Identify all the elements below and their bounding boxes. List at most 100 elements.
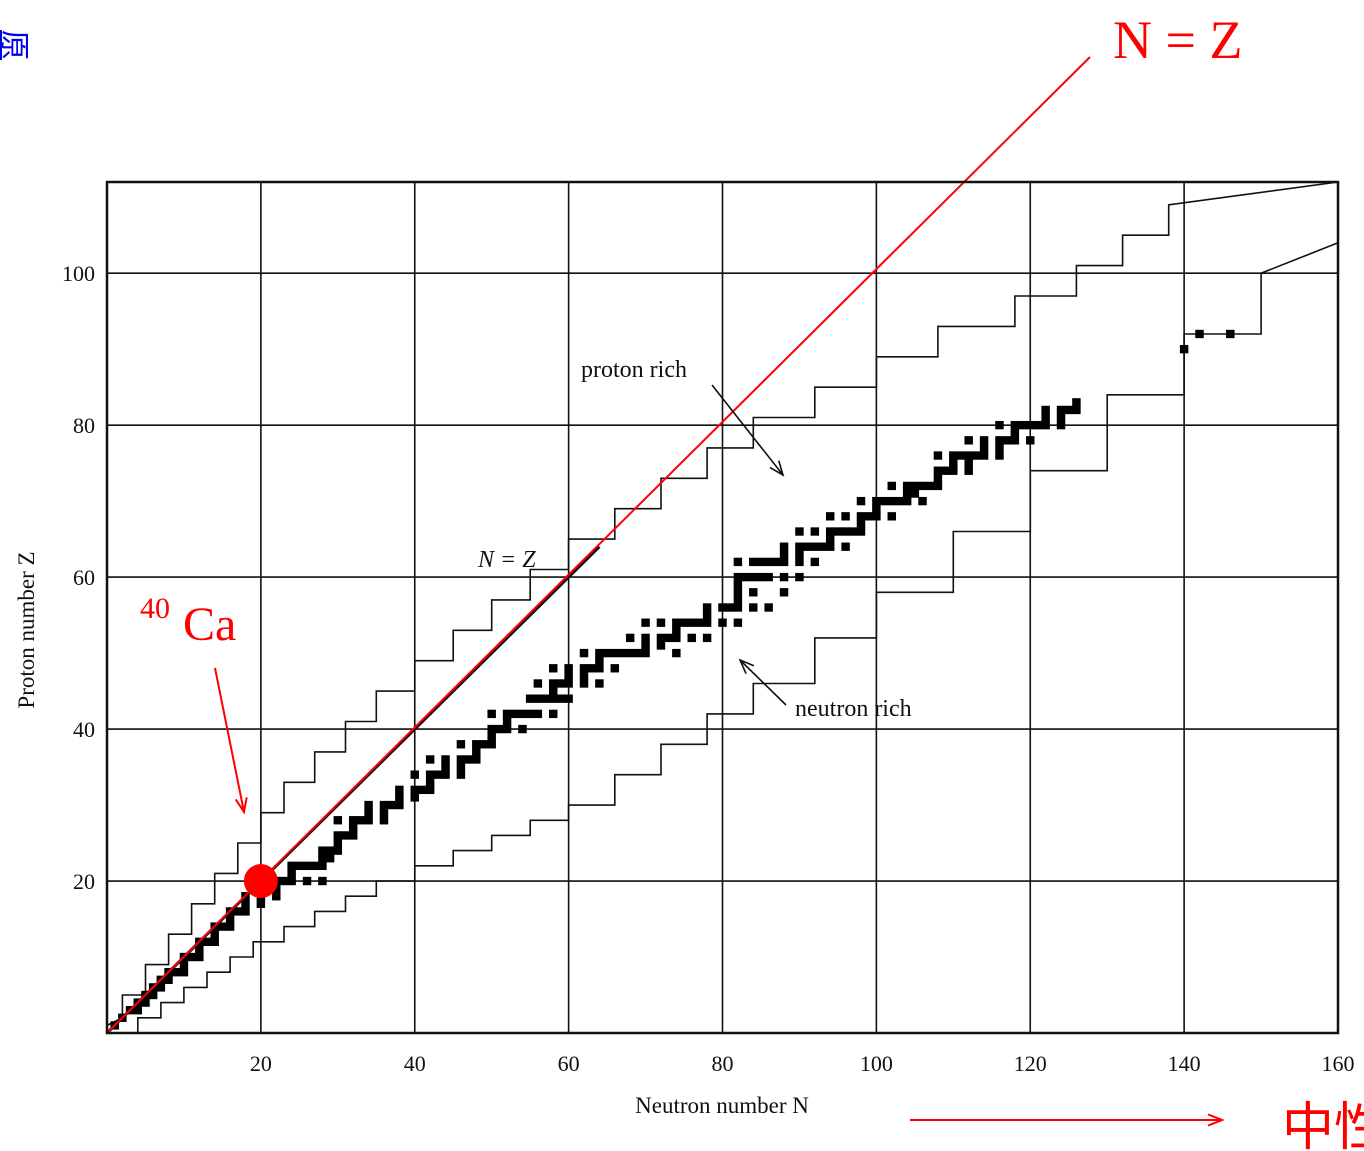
stable-nucleus-mark bbox=[318, 876, 327, 886]
stable-nucleus-mark bbox=[872, 512, 881, 521]
stable-nucleus-mark bbox=[995, 436, 1004, 445]
stable-nucleus-mark bbox=[225, 922, 235, 931]
stable-nucleus-mark bbox=[333, 831, 343, 840]
link-glyph-top-left[interactable]: 原 bbox=[0, 30, 30, 60]
stable-nucleus-mark bbox=[941, 466, 950, 475]
stable-nucleus-mark bbox=[641, 641, 650, 650]
stable-nucleus-mark bbox=[764, 557, 773, 567]
stable-nucleus-mark bbox=[433, 770, 443, 779]
stable-nucleus-mark bbox=[933, 466, 943, 475]
stable-nucleus-mark bbox=[733, 580, 743, 589]
n-eq-z-inner-label: N = Z bbox=[477, 547, 536, 573]
stable-nucleus-mark bbox=[995, 443, 1004, 453]
stable-nucleus-mark bbox=[664, 633, 673, 643]
stable-nucleus-mark bbox=[272, 892, 281, 901]
stable-nucleus-mark bbox=[379, 800, 389, 810]
stable-nucleus-mark bbox=[472, 740, 481, 749]
stable-nucleus-mark bbox=[487, 724, 496, 734]
stable-nucleus-mark bbox=[1195, 329, 1204, 339]
stable-nucleus-mark bbox=[364, 816, 373, 825]
stable-nucleus-mark bbox=[425, 770, 435, 779]
stable-nucleus-mark bbox=[902, 489, 912, 498]
stable-nucleus-mark bbox=[872, 496, 881, 506]
stable-nucleus-mark bbox=[1010, 428, 1020, 437]
stable-nucleus-mark bbox=[1010, 436, 1020, 445]
stable-nucleus-mark bbox=[549, 679, 558, 688]
stable-nucleus-mark bbox=[1018, 420, 1027, 430]
stable-nucleus-mark bbox=[241, 899, 250, 909]
neutron-rich-boundary bbox=[122, 242, 1339, 1034]
stable-nucleus-mark bbox=[395, 785, 404, 795]
stable-nucleus-mark bbox=[541, 694, 550, 703]
stable-nucleus-mark bbox=[841, 542, 850, 551]
stable-nucleus-mark bbox=[933, 474, 943, 483]
stable-nucleus-mark bbox=[795, 542, 804, 551]
stable-nucleus-mark bbox=[1041, 413, 1050, 422]
proton-rich-boundary bbox=[106, 181, 1339, 1027]
stable-nucleus-mark bbox=[425, 778, 435, 787]
stable-nucleus-mark bbox=[333, 846, 343, 855]
stable-nucleus-mark bbox=[179, 960, 189, 969]
stable-nucleus-mark bbox=[156, 983, 166, 992]
stable-nucleus-mark bbox=[233, 907, 243, 916]
ca40-arrow-head bbox=[234, 797, 248, 815]
stable-nucleus-mark bbox=[725, 603, 735, 612]
stable-nucleus-mark bbox=[795, 557, 804, 567]
stable-nucleus-mark bbox=[1056, 405, 1066, 415]
stable-nucleus-mark bbox=[733, 595, 743, 605]
stable-nucleus-mark bbox=[1033, 420, 1043, 430]
stable-nucleus-mark bbox=[287, 869, 296, 878]
stable-nucleus-mark bbox=[733, 588, 743, 597]
stable-nucleus-mark bbox=[972, 451, 981, 460]
y-tick-labels: 20 40 60 80 100 bbox=[62, 261, 95, 894]
y-tick-label: 60 bbox=[73, 565, 95, 590]
stable-nucleus-mark bbox=[995, 451, 1004, 460]
y-axis-title: Proton number Z bbox=[14, 551, 39, 708]
stable-nucleus-mark bbox=[656, 633, 666, 643]
stable-nucleus-mark bbox=[779, 588, 789, 597]
ca40-mass-label: 40 bbox=[140, 592, 170, 625]
stable-nucleus-mark bbox=[272, 884, 281, 893]
stable-nucleus-mark bbox=[164, 975, 173, 984]
stable-nucleus-mark bbox=[487, 709, 496, 719]
stable-nucleus-mark bbox=[733, 572, 743, 582]
stable-nucleus-mark bbox=[602, 648, 612, 658]
stable-nucleus-mark bbox=[564, 679, 573, 688]
stable-nucleus-mark bbox=[918, 496, 927, 506]
stable-nucleus-mark bbox=[287, 861, 296, 871]
stable-nucleus-mark bbox=[779, 550, 789, 559]
stable-nucleus-mark bbox=[341, 831, 350, 840]
cjk-label-bottom-right: 中性 bbox=[1282, 1098, 1364, 1151]
stable-nucleus-mark bbox=[825, 534, 835, 544]
stable-nucleus-mark bbox=[595, 679, 604, 688]
x-tick-label: 120 bbox=[1014, 1051, 1047, 1076]
stable-nucleus-mark bbox=[525, 709, 535, 719]
stable-nucleus-mark bbox=[1041, 405, 1050, 415]
stable-nucleus-mark bbox=[518, 709, 527, 719]
stable-nucleus-mark bbox=[910, 489, 920, 498]
stable-nucleus-mark bbox=[395, 793, 404, 802]
proton-rich-arrow-shaft bbox=[711, 384, 784, 476]
y-tick-label: 20 bbox=[73, 869, 95, 894]
stable-nucleus-mark bbox=[295, 861, 304, 871]
stable-nucleus-mark bbox=[1064, 405, 1073, 415]
stable-nucleus-mark bbox=[318, 854, 327, 863]
stable-nucleus-mark bbox=[979, 451, 989, 460]
stable-nucleus-mark bbox=[579, 664, 589, 673]
stable-nucleus-mark bbox=[318, 846, 327, 855]
stable-nucleus-mark bbox=[456, 770, 466, 779]
stable-nucleus-mark bbox=[672, 618, 681, 627]
stable-nucleus-mark bbox=[518, 724, 527, 734]
stable-nucleus-mark bbox=[1002, 436, 1012, 445]
stable-nucleus-mark bbox=[479, 740, 489, 749]
stable-nucleus-mark bbox=[195, 952, 204, 962]
stable-nucleus-mark bbox=[441, 770, 450, 779]
stable-nucleus-mark bbox=[895, 496, 904, 506]
stable-nucleus-mark bbox=[495, 724, 504, 734]
stable-nucleus-mark bbox=[887, 496, 896, 506]
stable-nucleus-mark bbox=[579, 671, 589, 681]
stable-nucleus-mark bbox=[172, 968, 181, 977]
stable-nucleus-mark bbox=[733, 557, 743, 567]
stable-nucleus-mark bbox=[348, 823, 358, 833]
x-axis-title: Neutron number N bbox=[635, 1093, 809, 1118]
